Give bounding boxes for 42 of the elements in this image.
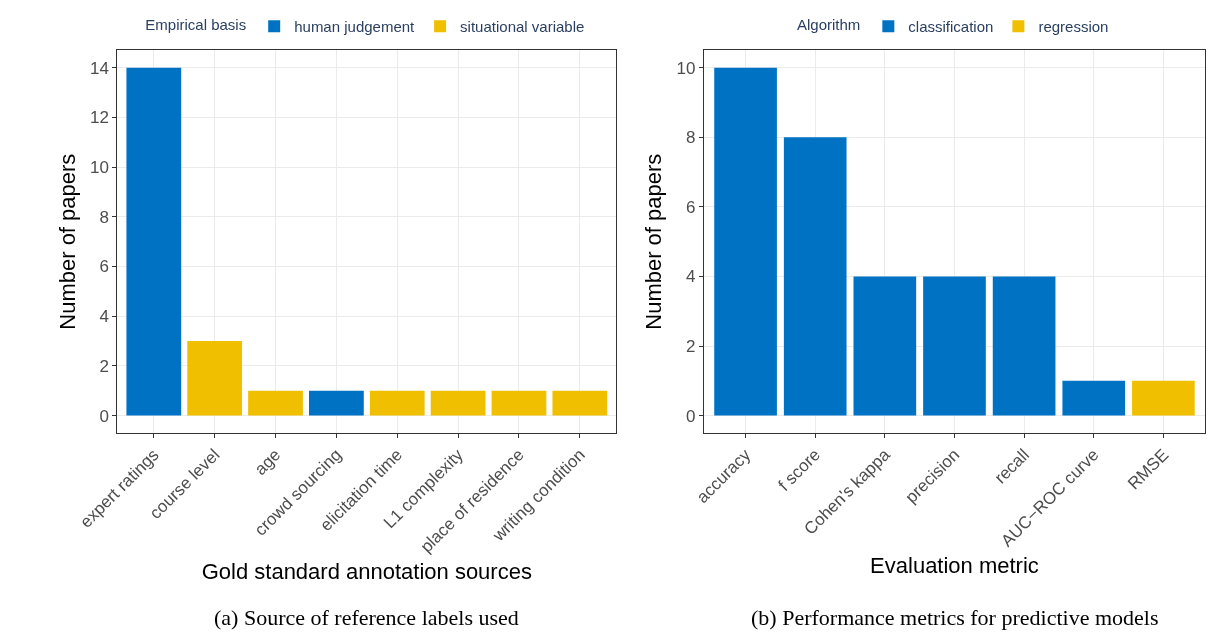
x-axis-title: Evaluation metric — [870, 553, 1039, 579]
y-axis-title: Number of papers — [641, 153, 667, 330]
bar — [1062, 380, 1126, 416]
y-tick-label: 14 — [89, 58, 109, 78]
y-tick-label: 2 — [99, 356, 109, 376]
y-tick-label: 12 — [89, 108, 109, 128]
bar — [853, 276, 917, 416]
bar — [714, 67, 777, 416]
y-tick-label: 6 — [99, 257, 109, 277]
legend-label: situational variable — [460, 18, 585, 36]
bar — [552, 390, 608, 416]
x-axis-title: Gold standard annotation sources — [201, 559, 532, 585]
bar — [1132, 380, 1195, 416]
y-axis-title: Number of papers — [54, 153, 80, 330]
legend-title: Algorithm — [796, 15, 861, 33]
bar — [187, 341, 243, 416]
y-tick-label: 6 — [685, 197, 696, 217]
y-tick-label: 8 — [685, 128, 696, 148]
bar — [923, 276, 986, 416]
bar — [309, 390, 364, 416]
legend-label: regression — [1038, 18, 1109, 36]
bar — [126, 67, 182, 416]
bar — [992, 276, 1056, 416]
legend-label: classification — [908, 18, 994, 36]
bar — [783, 137, 847, 416]
y-tick-label: 2 — [685, 336, 696, 356]
bar — [369, 390, 425, 416]
legend-title: Empirical basis — [145, 15, 247, 33]
y-tick-label: 0 — [685, 406, 696, 426]
text: (a) Source of reference labels used — [214, 605, 519, 630]
x-tick-label: age — [250, 445, 285, 479]
bar — [491, 390, 547, 416]
bar — [248, 390, 303, 416]
text: (b) Performance metrics for predictive models — [751, 605, 1159, 630]
y-tick-label: 10 — [676, 58, 696, 78]
legend-label: human judgement — [294, 18, 416, 36]
y-tick-label: 0 — [99, 406, 109, 426]
y-tick-label: 8 — [99, 207, 109, 227]
y-tick-label: 10 — [89, 158, 109, 178]
bar — [430, 390, 486, 416]
y-tick-label: 4 — [99, 307, 109, 327]
y-tick-label: 4 — [685, 267, 696, 287]
